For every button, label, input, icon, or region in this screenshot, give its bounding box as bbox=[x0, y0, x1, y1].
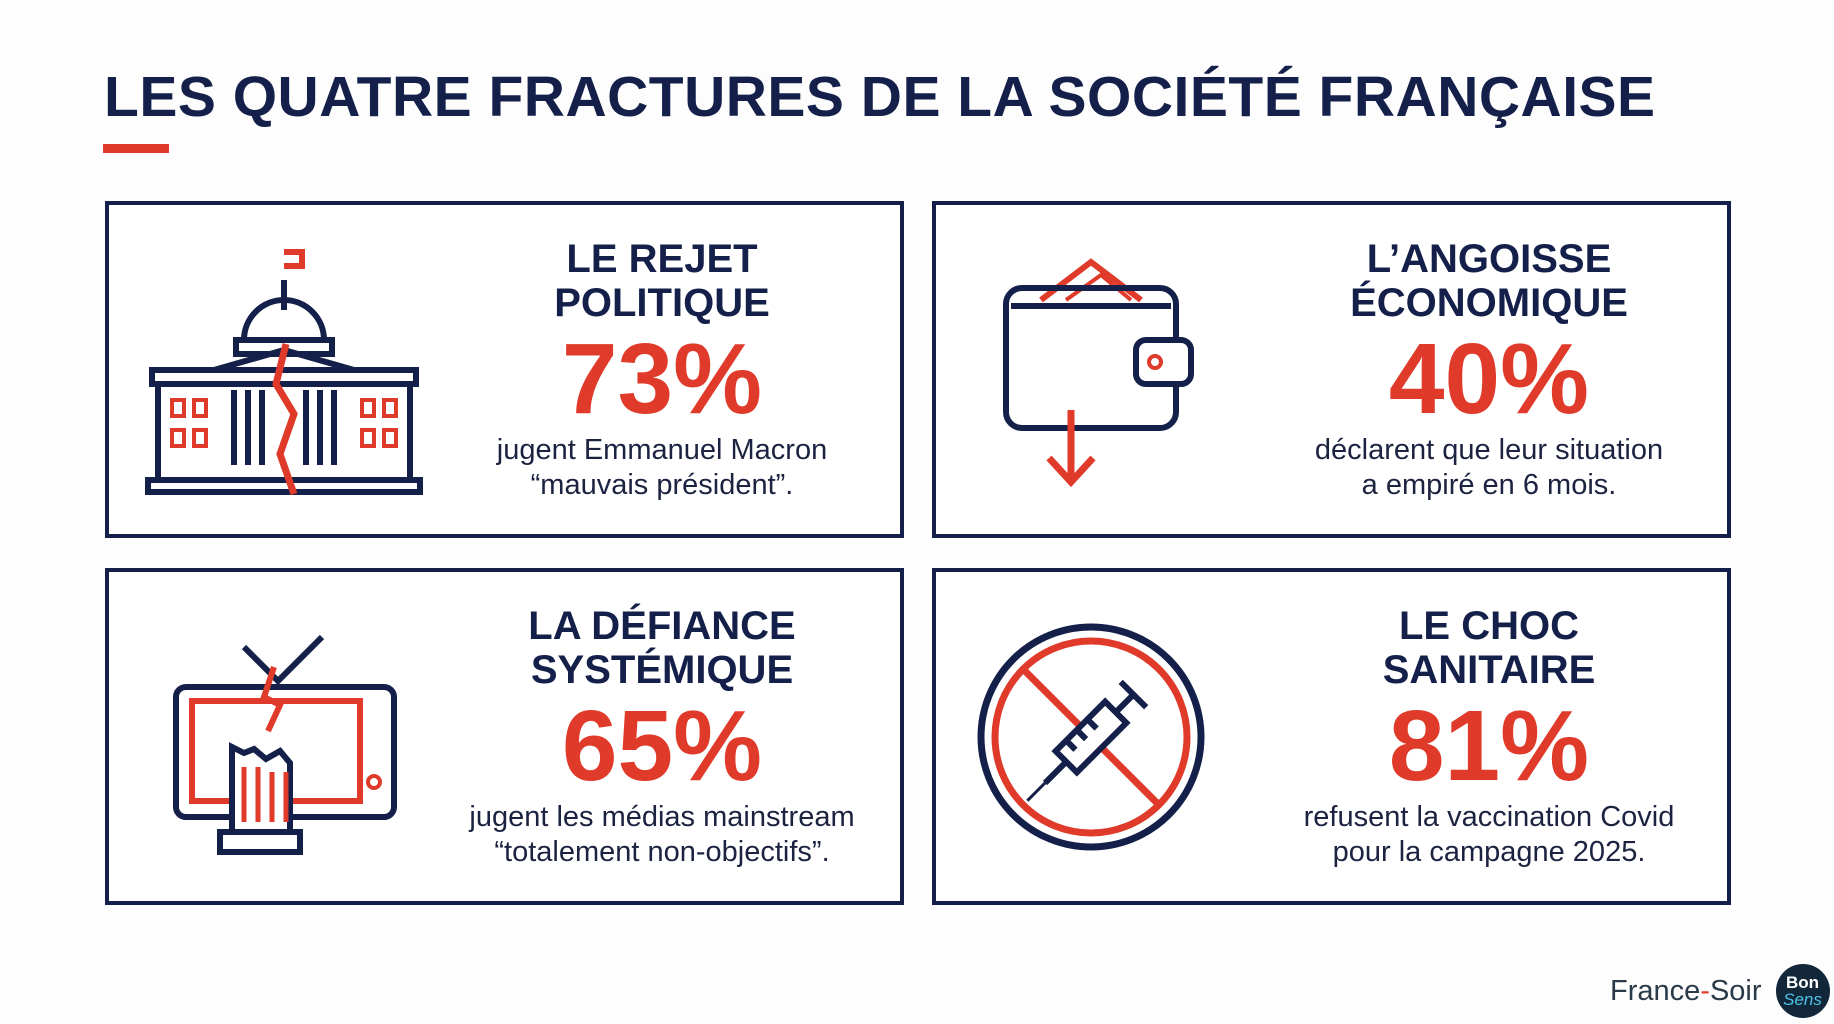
card-health-shock: LE CHOC SANITAIRE 81% refusent la vaccin… bbox=[932, 568, 1731, 905]
card-description-line1: jugent les médias mainstream bbox=[469, 800, 855, 833]
card-heading-line1: L’ANGOISSE bbox=[1366, 236, 1612, 281]
card-description-line1: refusent la vaccination Covid bbox=[1303, 800, 1675, 833]
page-title: LES QUATRE FRACTURES DE LA SOCIÉTÉ FRANÇ… bbox=[104, 65, 1656, 129]
card-description-line2: pour la campagne 2025. bbox=[1332, 835, 1646, 868]
france-soir-logo: France-Soir bbox=[1610, 975, 1762, 1008]
badge-bottom-text: Sens bbox=[1783, 990, 1822, 1009]
card-heading-line2: ÉCONOMIQUE bbox=[1350, 280, 1628, 325]
card-heading-line2: SYSTÉMIQUE bbox=[530, 647, 794, 692]
card-heading-line2: POLITIQUE bbox=[554, 280, 770, 325]
card-description-line2: “totalement non-objectifs”. bbox=[494, 835, 830, 868]
broken-tv-icon bbox=[173, 634, 397, 855]
card-heading-line1: LA DÉFIANCE bbox=[528, 603, 796, 648]
card-political-rejection: LE REJET POLITIQUE 73% jugent Emmanuel M… bbox=[105, 201, 904, 538]
brand-part-1: France bbox=[1610, 974, 1701, 1007]
card-percentage: 73% bbox=[561, 322, 763, 435]
card-heading-line1: LE REJET bbox=[566, 236, 758, 281]
no-syringe-icon bbox=[977, 623, 1205, 851]
bon-sens-badge: Bon Sens bbox=[1775, 964, 1830, 1018]
badge-top-text: Bon bbox=[1785, 973, 1820, 992]
wallet-down-arrow-icon bbox=[1003, 258, 1194, 488]
card-percentage: 65% bbox=[561, 689, 763, 802]
cracked-government-building-icon bbox=[145, 249, 423, 496]
card-percentage: 81% bbox=[1388, 689, 1590, 802]
brand-part-2: Soir bbox=[1709, 974, 1762, 1007]
card-description-line2: a empiré en 6 mois. bbox=[1361, 468, 1617, 501]
brand-dash: - bbox=[1700, 974, 1710, 1007]
card-heading-line2: SANITAIRE bbox=[1382, 647, 1596, 692]
card-description-line1: jugent Emmanuel Macron bbox=[496, 433, 828, 466]
card-description-line1: déclarent que leur situation bbox=[1314, 433, 1664, 466]
card-heading-line1: LE CHOC bbox=[1399, 603, 1579, 648]
title-underline bbox=[103, 144, 169, 153]
card-systemic-distrust: LA DÉFIANCE SYSTÉMIQUE 65% jugent les mé… bbox=[105, 568, 904, 905]
footer-logo: France-Soir Bon Sens bbox=[1610, 964, 1830, 1018]
card-economic-anxiety: L’ANGOISSE ÉCONOMIQUE 40% déclarent que … bbox=[932, 201, 1731, 538]
card-percentage: 40% bbox=[1388, 322, 1590, 435]
card-description-line2: “mauvais président”. bbox=[530, 468, 794, 501]
